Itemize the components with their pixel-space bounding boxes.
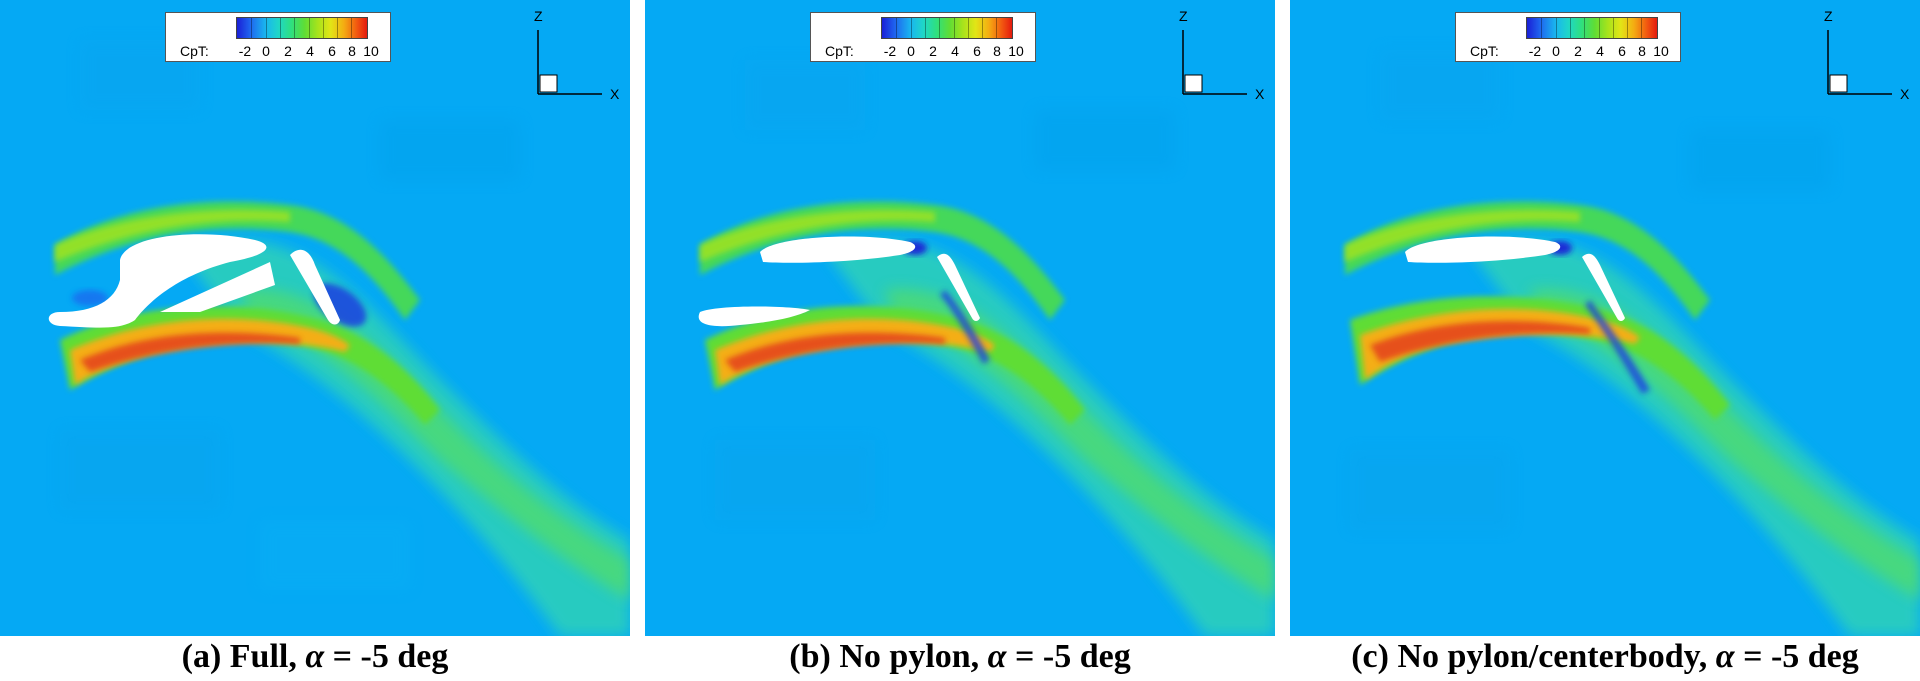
caption-text: (c) No pylon/centerbody, <box>1351 638 1716 675</box>
cpt-contour-plot <box>645 0 1275 636</box>
legend-tick: 10 <box>1008 43 1024 59</box>
panel-caption-a: (a) Full, α = -5 deg <box>182 638 449 676</box>
legend-tick: 10 <box>363 43 379 59</box>
legend-tick: 4 <box>951 43 959 59</box>
colormap-legend: CpT: -2 0 2 4 6 8 10 <box>810 12 1036 62</box>
legend-tick: 4 <box>1596 43 1604 59</box>
legend-tick: 8 <box>1638 43 1646 59</box>
legend-tick: 10 <box>1653 43 1669 59</box>
panel-caption-c: (c) No pylon/centerbody, α = -5 deg <box>1351 638 1859 676</box>
colormap-bar <box>236 17 368 39</box>
x-axis-label: X <box>610 86 620 102</box>
legend-label: CpT: <box>1470 43 1499 59</box>
contour-panel-no-pylon-centerbody: CpT: -2 0 2 4 6 8 10 Z X <box>1290 0 1920 636</box>
colormap-bar <box>1526 17 1658 39</box>
axis-triad: Z X <box>1820 8 1920 104</box>
caption-text: (a) Full, <box>181 638 306 675</box>
axis-triad: Z X <box>530 8 630 104</box>
alpha-symbol: α <box>305 638 325 675</box>
colormap-bar <box>881 17 1013 39</box>
legend-tick: 0 <box>1552 43 1560 59</box>
alpha-symbol: α <box>1715 638 1735 675</box>
legend-tick: -2 <box>1528 43 1542 59</box>
caption-text: (b) No pylon, <box>789 638 988 675</box>
legend-tick: 6 <box>1618 43 1626 59</box>
x-axis-label: X <box>1900 86 1910 102</box>
x-axis-label: X <box>1255 86 1265 102</box>
z-axis-label: Z <box>1179 8 1188 24</box>
colormap-legend: CpT: -2 0 2 4 6 8 10 <box>1455 12 1681 62</box>
legend-tick: 8 <box>348 43 356 59</box>
alpha-symbol: α <box>987 638 1007 675</box>
legend-label: CpT: <box>825 43 854 59</box>
legend-tick: -2 <box>883 43 897 59</box>
legend-tick: 4 <box>306 43 314 59</box>
colormap-legend: CpT: -2 0 2 4 6 8 10 <box>165 12 391 62</box>
axis-triad: Z X <box>1175 8 1275 104</box>
legend-tick: 8 <box>993 43 1001 59</box>
legend-tick: 0 <box>262 43 270 59</box>
contour-panel-no-pylon: CpT: -2 0 2 4 6 8 10 Z X <box>645 0 1275 636</box>
contour-panel-full: CpT: -2 0 2 4 6 8 10 Z X <box>0 0 630 636</box>
legend-tick: 0 <box>907 43 915 59</box>
legend-tick: 2 <box>1574 43 1582 59</box>
legend-tick: 2 <box>284 43 292 59</box>
legend-tick: 2 <box>929 43 937 59</box>
legend-label: CpT: <box>180 43 209 59</box>
caption-text: = -5 deg <box>1734 638 1859 675</box>
legend-tick: -2 <box>238 43 252 59</box>
z-axis-label: Z <box>534 8 543 24</box>
caption-text: = -5 deg <box>324 638 449 675</box>
cpt-contour-plot <box>1290 0 1920 636</box>
legend-tick: 6 <box>328 43 336 59</box>
z-axis-label: Z <box>1824 8 1833 24</box>
panel-caption-b: (b) No pylon, α = -5 deg <box>789 638 1130 676</box>
legend-tick: 6 <box>973 43 981 59</box>
caption-text: = -5 deg <box>1006 638 1131 675</box>
